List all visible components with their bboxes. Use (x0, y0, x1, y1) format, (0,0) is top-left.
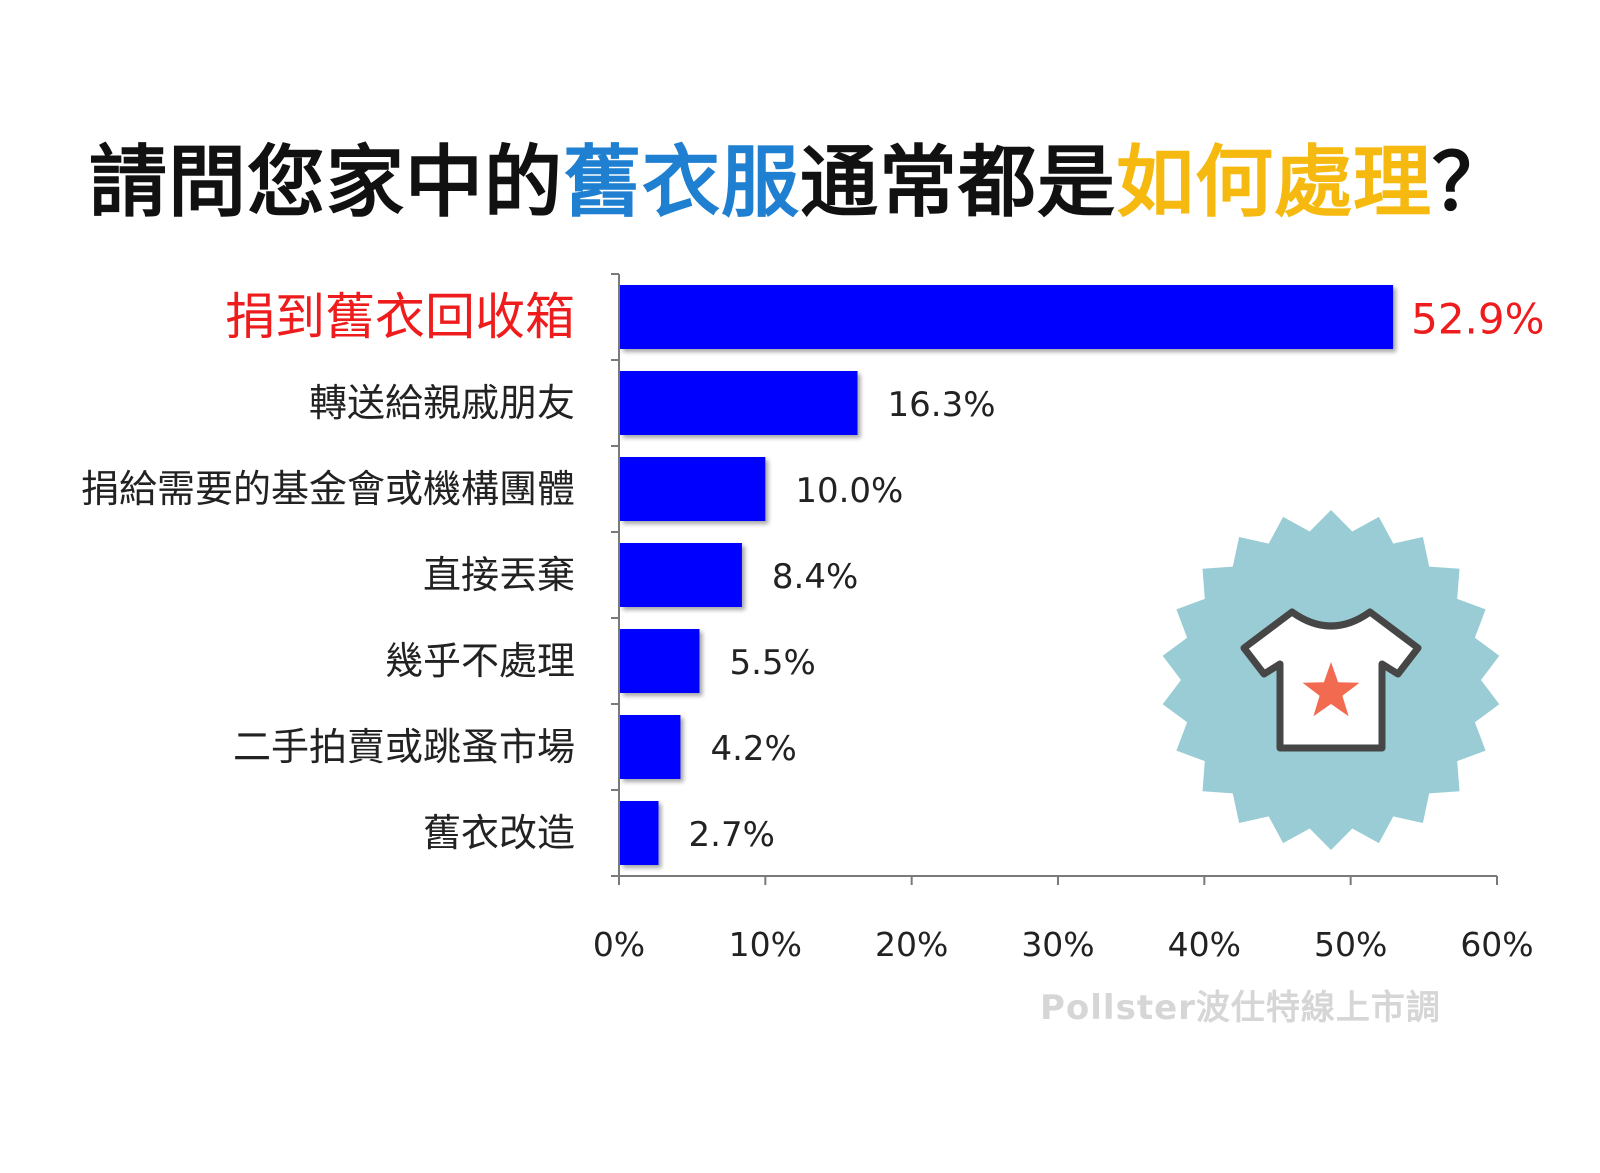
value-label: 2.7% (689, 815, 775, 855)
x-tick-label: 20% (875, 925, 948, 964)
category-label: 捐給需要的基金會或機構團體 (81, 467, 575, 511)
bar (620, 715, 681, 779)
value-label: 52.9% (1411, 295, 1544, 344)
bar (620, 543, 742, 607)
category-label: 舊衣改造 (423, 811, 575, 855)
category-label: 直接丟棄 (423, 553, 575, 597)
category-label: 二手拍賣或跳蚤市場 (233, 725, 575, 769)
x-tick-label: 30% (1021, 925, 1094, 964)
x-tick-label: 40% (1168, 925, 1241, 964)
title-part1: 請問您家中的 (88, 138, 563, 228)
watermark: Pollster波仕特線上市調 (1040, 988, 1441, 1028)
x-tick-label: 60% (1460, 925, 1533, 964)
title-part4-highlight: 如何處理 (1116, 138, 1433, 228)
bar (620, 629, 700, 693)
category-label: 捐到舊衣回收箱 (225, 288, 575, 346)
bar (620, 457, 766, 521)
tshirt-star-badge-icon (1162, 510, 1500, 850)
category-label: 轉送給親戚朋友 (309, 381, 575, 425)
value-label: 16.3% (888, 385, 996, 425)
category-label: 幾乎不處理 (385, 639, 575, 683)
value-label: 5.5% (729, 643, 815, 683)
bar (620, 801, 659, 865)
bar (620, 371, 858, 435)
star-icon (1302, 662, 1360, 717)
chart-title: 請問您家中的舊衣服通常都是如何處理？ (0, 128, 1600, 238)
value-label: 4.2% (710, 729, 796, 769)
bar (620, 285, 1394, 349)
x-tick-label: 50% (1314, 925, 1387, 964)
x-tick-label: 0% (593, 925, 645, 964)
value-label: 10.0% (795, 471, 903, 511)
title-part2-highlight: 舊衣服 (562, 138, 800, 228)
value-label: 8.4% (772, 557, 858, 597)
title-part3: 通常都是 (799, 138, 1116, 228)
title-part5: ？ (1432, 138, 1512, 228)
x-tick-label: 10% (729, 925, 802, 964)
